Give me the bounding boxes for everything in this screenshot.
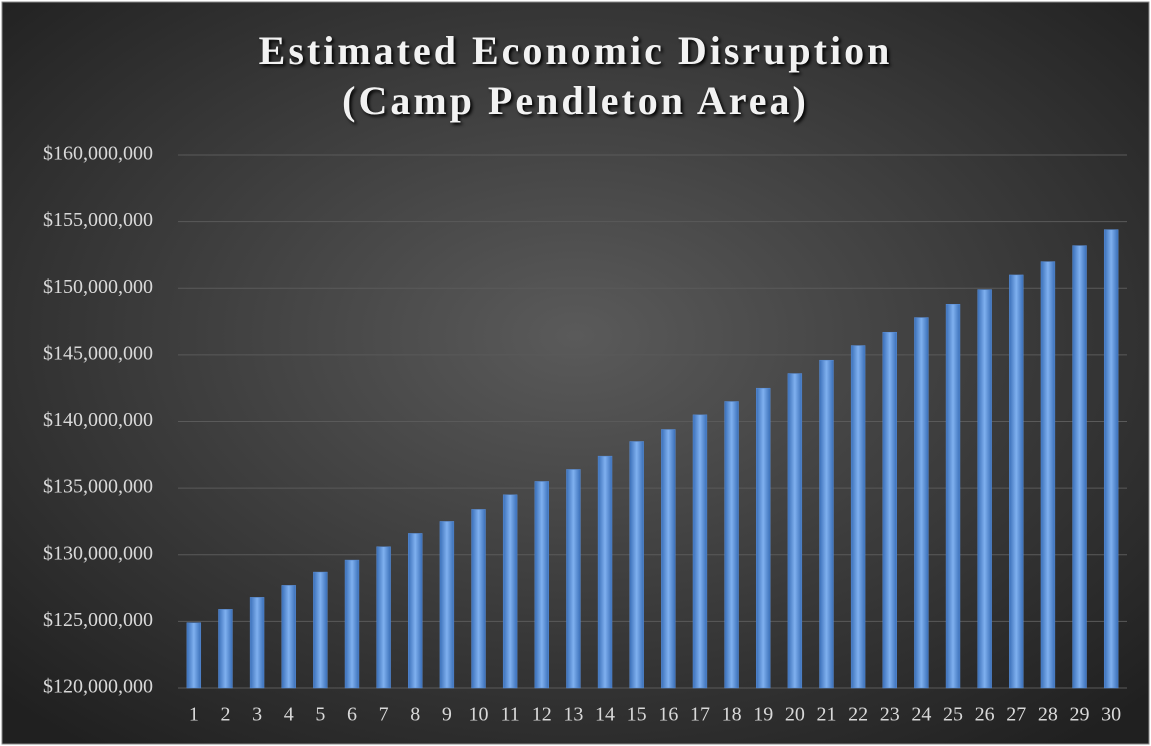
x-tick-label: 1 [189, 704, 199, 726]
bar [534, 481, 549, 689]
x-tick-label: 2 [220, 704, 230, 726]
bar [882, 331, 897, 689]
bar [819, 359, 834, 689]
x-tick-label: 17 [690, 704, 710, 726]
bar [344, 559, 360, 689]
y-tick-label: $150,000,000 [43, 276, 153, 298]
y-tick-label: $120,000,000 [43, 676, 153, 698]
x-tick-label: 29 [1070, 704, 1090, 726]
x-tick-label: 8 [410, 704, 420, 726]
bar [376, 546, 391, 689]
bar [313, 571, 328, 689]
y-tick-label: $125,000,000 [43, 609, 153, 631]
bar [186, 622, 202, 689]
x-tick-label: 5 [315, 704, 325, 726]
x-tick-label: 25 [943, 704, 963, 726]
bar [850, 345, 866, 689]
bar [1040, 261, 1056, 689]
bar [724, 401, 739, 689]
x-tick-label: 9 [442, 704, 452, 726]
chart-title: Estimated Economic Disruption (Camp Pend… [258, 28, 893, 123]
x-tick-label: 14 [595, 704, 615, 726]
bar [692, 414, 708, 689]
y-tick-label: $160,000,000 [43, 143, 153, 165]
bar [945, 303, 961, 689]
bar [502, 494, 518, 689]
bar [566, 469, 581, 689]
bar [914, 317, 929, 689]
bar [977, 289, 992, 689]
bar [471, 509, 486, 689]
y-tick-label: $155,000,000 [43, 209, 153, 231]
y-tick-label: $130,000,000 [43, 542, 153, 564]
x-tick-label: 15 [627, 704, 647, 726]
y-tick-label: $145,000,000 [43, 342, 153, 364]
bar [756, 387, 771, 689]
x-tick-label: 26 [975, 704, 995, 726]
bar [661, 429, 676, 689]
y-tick-label: $135,000,000 [43, 476, 153, 498]
bar [597, 455, 613, 689]
x-tick-label: 10 [469, 704, 489, 726]
x-tick-label: 6 [347, 704, 357, 726]
x-tick-label: 28 [1038, 704, 1058, 726]
bar [439, 521, 455, 689]
x-tick-label: 4 [284, 704, 294, 726]
x-tick-label: 18 [722, 704, 742, 726]
x-tick-label: 30 [1101, 704, 1121, 726]
x-tick-label: 16 [658, 704, 678, 726]
bar [408, 533, 423, 689]
bar [1072, 245, 1087, 689]
x-tick-label: 7 [379, 704, 389, 726]
x-tick-label: 13 [563, 704, 583, 726]
x-tick-label: 23 [880, 704, 900, 726]
x-tick-label: 11 [501, 704, 520, 726]
x-tick-label: 3 [252, 704, 262, 726]
bar [249, 597, 265, 689]
bar [281, 585, 296, 689]
bar [1009, 274, 1024, 689]
x-tick-label: 27 [1006, 704, 1026, 726]
bar [787, 373, 803, 689]
x-tick-label: 22 [848, 704, 868, 726]
x-tick-label: 19 [753, 704, 773, 726]
x-tick-label: 12 [532, 704, 552, 726]
x-tick-label: 21 [816, 704, 836, 726]
x-tick-label: 24 [911, 704, 931, 726]
bar [1103, 229, 1119, 689]
bar [629, 441, 644, 689]
y-tick-label: $140,000,000 [43, 409, 153, 431]
x-tick-label: 20 [785, 704, 805, 726]
bar [218, 609, 233, 689]
